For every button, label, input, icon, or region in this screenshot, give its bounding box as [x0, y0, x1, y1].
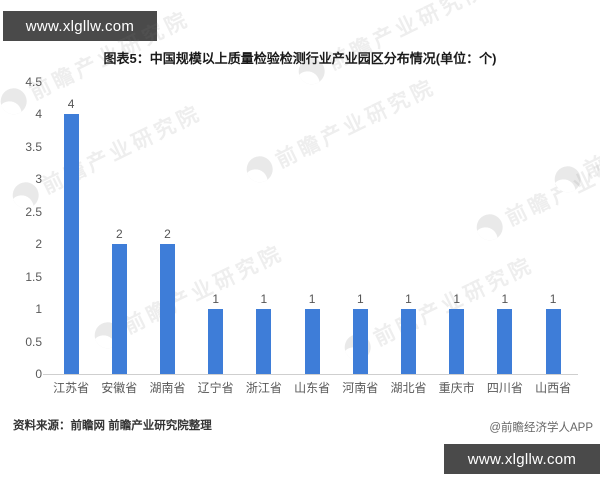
- bar-value-label: 1: [260, 292, 268, 306]
- watermark-group: 前瞻产业研究院: [241, 71, 440, 189]
- bar-value-label: 1: [356, 292, 364, 306]
- x-axis-category-label: 湖南省: [149, 381, 186, 395]
- y-axis-tick-label: 0.5: [25, 334, 42, 349]
- qianzhan-logo-icon: [550, 161, 586, 197]
- bar-湖南省: [160, 244, 175, 374]
- x-axis-category-label: 山东省: [294, 381, 331, 395]
- x-axis-category-label: 浙江省: [245, 381, 282, 395]
- watermark-group: 前瞻产业研究院: [549, 81, 600, 199]
- credit-note: @前瞻经济学人APP: [489, 422, 593, 434]
- y-axis-tick-label: 1: [35, 302, 42, 316]
- bar-辽宁省: [208, 309, 224, 374]
- y-axis-tick-label: 2: [35, 237, 42, 251]
- bar-value-label: 2: [115, 227, 123, 241]
- y-axis-tick-label: 2.5: [25, 204, 42, 219]
- y-axis-tick-label: 4: [35, 107, 42, 121]
- bar-安徽省: [111, 244, 127, 374]
- y-axis-tick-label: 0: [35, 367, 42, 381]
- bar-河南省: [352, 309, 368, 374]
- bar-四川省: [497, 309, 513, 374]
- x-axis-category-label: 辽宁省: [197, 381, 234, 395]
- bar-value-label: 1: [453, 292, 461, 306]
- y-axis-tick-label: 4.5: [25, 74, 42, 89]
- x-axis-category-label: 河南省: [342, 381, 379, 395]
- bar-浙江省: [256, 309, 272, 374]
- y-axis-tick-label: 3: [35, 172, 42, 186]
- qianzhan-logo-icon: [242, 151, 278, 187]
- watermark-group: 前瞻产业研究院: [293, 0, 492, 90]
- bar-value-label: 1: [501, 292, 509, 306]
- watermark-group: 前瞻产业研究院: [471, 129, 600, 247]
- bar-value-label: 1: [405, 292, 412, 306]
- source-note: 资料来源：前瞻网 前瞻产业研究院整理: [13, 420, 212, 432]
- watermark-text: 前瞻产业研究院: [580, 85, 600, 183]
- x-axis-category-label: 湖北省: [390, 381, 427, 395]
- y-axis-tick-label: 3.5: [25, 139, 42, 154]
- bar-湖北省: [401, 309, 416, 374]
- qianzhan-logo-icon: [472, 209, 508, 245]
- x-axis-category-label: 重庆市: [438, 381, 475, 395]
- x-axis-category-label: 江苏省: [53, 381, 90, 395]
- site-banner-bottom: www.xlgllw.com: [444, 444, 600, 474]
- site-url-bottom: www.xlgllw.com: [467, 450, 577, 468]
- chart-title: 图表5：中国规模以上质量检验检测行业产业园区分布情况(单位：个): [103, 51, 497, 66]
- bar-value-label: 2: [164, 227, 171, 241]
- bar-value-label: 1: [308, 292, 316, 306]
- watermark-text: 前瞻产业研究院: [272, 75, 440, 173]
- site-banner-top: www.xlgllw.com: [3, 11, 157, 41]
- x-axis-category-label: 山西省: [535, 381, 572, 395]
- bar-山东省: [304, 309, 320, 374]
- site-url-top: www.xlgllw.com: [25, 17, 135, 35]
- y-axis-tick-label: 1.5: [25, 269, 42, 284]
- watermark-text: 前瞻产业研究院: [38, 101, 206, 199]
- bar-江苏省: [63, 114, 79, 374]
- x-axis-category-label: 四川省: [486, 381, 523, 395]
- x-axis-line: [43, 374, 578, 375]
- x-axis-category-label: 安徽省: [101, 381, 138, 395]
- bar-山西省: [545, 309, 561, 374]
- bar-value-label: 4: [67, 97, 75, 111]
- bar-重庆市: [449, 309, 465, 374]
- watermark-text: 前瞻产业研究院: [502, 133, 600, 231]
- bar-value-label: 1: [212, 292, 220, 306]
- bar-value-label: 1: [549, 292, 557, 306]
